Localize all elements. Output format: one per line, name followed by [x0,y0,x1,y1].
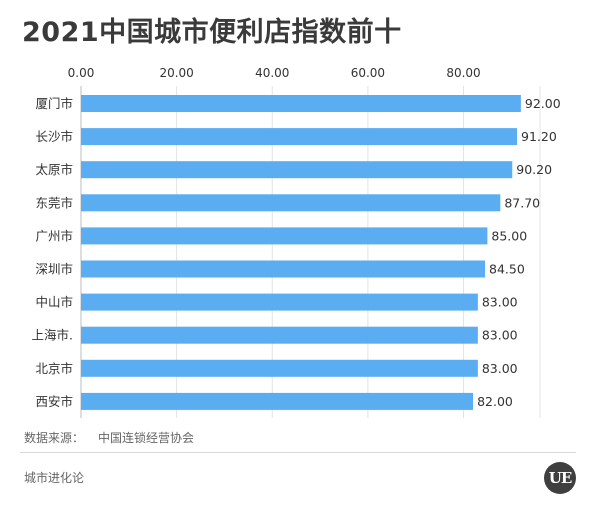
category-label: 厦门市 [35,96,73,111]
value-label: 83.00 [482,361,518,376]
bar [81,260,486,278]
category-label: 深圳市 [35,262,73,277]
x-axis-ticks: 0.00 20.00 40.00 60.00 80.00 [68,66,481,80]
x-tick-label: 0.00 [68,66,95,80]
category-label: 中山市 [35,295,73,310]
x-tick-label: 60.00 [351,66,385,80]
source-label: 数据来源： [24,431,85,445]
value-label: 83.00 [482,328,518,343]
value-label: 83.00 [482,295,518,310]
category-label: 广州市 [35,228,73,243]
bar [81,128,518,146]
value-label: 82.00 [477,394,513,409]
category-label: 北京市 [35,361,73,376]
bar [81,392,474,410]
value-label: 87.70 [504,195,540,210]
brand-logo: UE [544,462,576,494]
footer-brand: 城市进化论 [24,471,85,485]
category-label: 东莞市 [35,195,73,210]
category-label: 长沙市 [35,129,73,144]
value-label: 90.20 [516,162,552,177]
bar [81,95,521,112]
x-tick-label: 40.00 [255,66,289,80]
x-tick-label: 20.00 [159,66,193,80]
value-label: 84.50 [489,262,525,277]
bar [81,359,478,377]
category-label: 西安市 [35,394,73,409]
bars [81,95,521,410]
value-label: 85.00 [491,228,527,243]
bar [81,293,478,311]
source-note: 数据来源： 中国连锁经营协会 [24,429,194,446]
bar-chart: 0.00 20.00 40.00 60.00 80.00 厦门市长沙市太原市东莞市广州市… [32,66,561,418]
category-label: 太原市 [35,162,73,177]
bar [81,227,488,245]
bar [81,194,501,212]
footer-divider [20,452,576,453]
bar [81,326,478,344]
source-value: 中国连锁经营协会 [98,431,195,445]
value-label: 92.00 [525,96,561,111]
chart-title: 2021中国城市便利店指数前十 [22,17,402,48]
bar [81,161,513,179]
value-labels: 92.00 91.20 90.20 87.70 85.00 84.50 83.00 83.00… [477,96,561,409]
category-label: 上海市. [32,328,73,343]
value-label: 91.20 [521,129,557,144]
x-tick-label: 80.00 [446,66,480,80]
